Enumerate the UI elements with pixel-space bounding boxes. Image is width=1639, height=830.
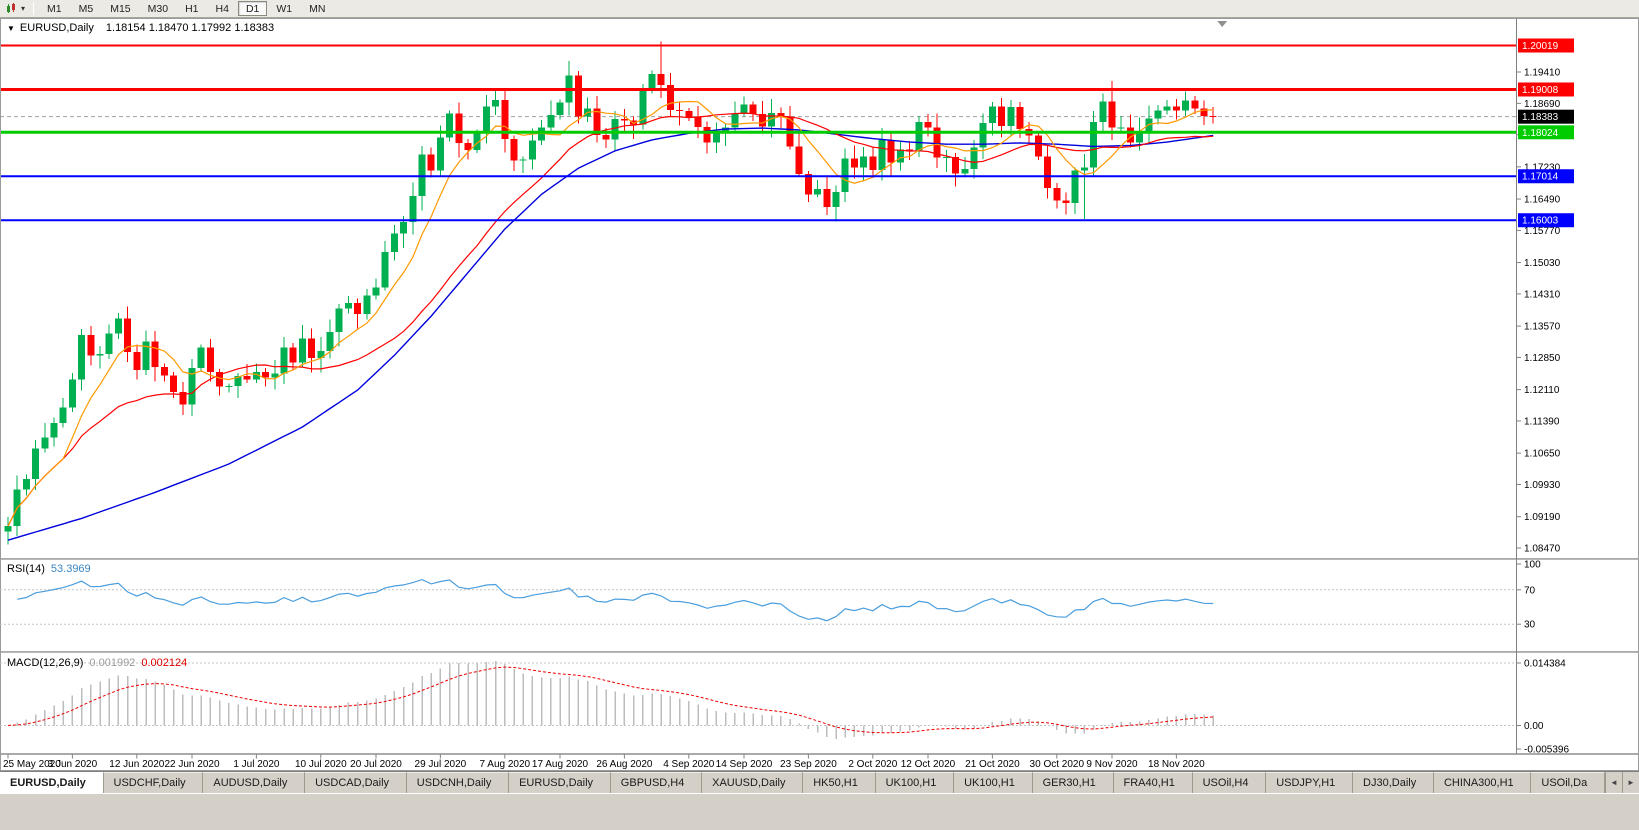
- timeframe-m15-button[interactable]: M15: [110, 3, 131, 15]
- svg-text:30: 30: [1524, 620, 1536, 631]
- tab-usdjpy-h1-14[interactable]: USDJPY,H1: [1266, 772, 1354, 793]
- svg-text:0.014384: 0.014384: [1524, 659, 1566, 670]
- ma-fast-line: [7, 100, 1214, 527]
- rsi-line: [17, 578, 1214, 622]
- svg-text:29 Jul 2020: 29 Jul 2020: [415, 759, 467, 770]
- svg-text:18 Nov 2020: 18 Nov 2020: [1148, 759, 1205, 770]
- svg-text:1.18383: 1.18383: [1522, 112, 1559, 123]
- timeframe-m30-button[interactable]: M30: [147, 3, 169, 15]
- status-bar: [0, 793, 1639, 830]
- svg-text:1.12850: 1.12850: [1524, 353, 1561, 364]
- timeframe-h4-button[interactable]: H4: [215, 3, 229, 15]
- tab-usdchf-daily-1[interactable]: USDCHF,Daily: [103, 772, 204, 793]
- tab-ger30-h1-11[interactable]: GER30,H1: [1032, 772, 1114, 793]
- tab-eurusd-daily-5[interactable]: EURUSD,Daily: [509, 772, 611, 793]
- horizontal-lines-layer[interactable]: [0, 44, 1516, 222]
- svg-text:26 Aug 2020: 26 Aug 2020: [596, 759, 653, 770]
- chart-type-button[interactable]: ▾: [3, 1, 28, 16]
- svg-text:70: 70: [1524, 585, 1536, 596]
- svg-text:1.20019: 1.20019: [1522, 41, 1559, 52]
- svg-text:1 Jul 2020: 1 Jul 2020: [233, 759, 280, 770]
- macd-panel: [0, 661, 1516, 739]
- svg-text:22 Jun 2020: 22 Jun 2020: [164, 759, 219, 770]
- price-scale[interactable]: 1.194101.186901.179701.172301.164901.157…: [1516, 38, 1574, 756]
- svg-text:2 Oct 2020: 2 Oct 2020: [848, 759, 897, 770]
- svg-text:1.08470: 1.08470: [1524, 543, 1561, 554]
- chart-tabs: EURUSD,Daily USDCHF,Daily AUDUSD,Daily USDC…: [0, 772, 1605, 793]
- timeframe-toolbar: ▾ M1 M5 M15 M30 H1 H4 D1 W1 MN: [0, 0, 1639, 18]
- svg-text:7 Aug 2020: 7 Aug 2020: [479, 759, 530, 770]
- svg-text:1.15770: 1.15770: [1524, 226, 1561, 237]
- ma-mid-line: [7, 112, 1214, 527]
- candlestick-chart-icon: [7, 3, 15, 13]
- svg-text:30 Oct 2020: 30 Oct 2020: [1030, 759, 1085, 770]
- tab-uk100-h1-9[interactable]: UK100,H1: [875, 772, 955, 793]
- tab-xauusd-daily-7[interactable]: XAUUSD,Daily: [702, 772, 804, 793]
- svg-text:1.18024: 1.18024: [1522, 128, 1559, 139]
- svg-text:23 Sep 2020: 23 Sep 2020: [780, 759, 837, 770]
- tab-uk100-h1-10[interactable]: UK100,H1: [954, 772, 1033, 793]
- svg-text:21 Oct 2020: 21 Oct 2020: [965, 759, 1020, 770]
- svg-text:1.19410: 1.19410: [1524, 68, 1561, 79]
- timeframe-mn-button[interactable]: MN: [309, 3, 326, 15]
- timeframe-h1-button[interactable]: H1: [185, 3, 199, 15]
- tab-hk50-h1-8[interactable]: HK50,H1: [803, 772, 876, 793]
- tab-usoil-da-17[interactable]: USOil,Da: [1531, 772, 1605, 793]
- svg-text:1.14310: 1.14310: [1524, 289, 1561, 300]
- svg-text:25 May 2020: 25 May 2020: [3, 759, 61, 770]
- tab-audusd-daily-2[interactable]: AUDUSD,Daily: [203, 772, 306, 793]
- timeframe-m1-button[interactable]: M1: [47, 3, 62, 15]
- svg-text:1.15030: 1.15030: [1524, 258, 1561, 269]
- svg-text:-0.005396: -0.005396: [1524, 744, 1569, 755]
- svg-text:4 Sep 2020: 4 Sep 2020: [663, 759, 715, 770]
- svg-text:1.09190: 1.09190: [1524, 512, 1561, 523]
- tab-usoil-h4-13[interactable]: USOil,H4: [1192, 772, 1267, 793]
- timeframe-buttons: M1 M5 M15 M30 H1 H4 D1 W1 MN: [39, 1, 333, 16]
- svg-text:1.10650: 1.10650: [1524, 449, 1561, 460]
- tab-fra40-h1-12[interactable]: FRA40,H1: [1113, 772, 1193, 793]
- macd-histogram: [16, 661, 1214, 739]
- svg-text:20 Jul 2020: 20 Jul 2020: [350, 759, 402, 770]
- tab-scroll-left-button[interactable]: ◄: [1605, 772, 1622, 793]
- price-chart-canvas[interactable]: 1.194101.186901.179701.172301.164901.157…: [0, 18, 1639, 771]
- svg-text:1.09930: 1.09930: [1524, 480, 1561, 491]
- svg-text:1.17014: 1.17014: [1522, 172, 1559, 183]
- svg-text:3 Jun 2020: 3 Jun 2020: [48, 759, 98, 770]
- svg-text:12 Jun 2020: 12 Jun 2020: [109, 759, 164, 770]
- svg-text:1.19008: 1.19008: [1522, 85, 1559, 96]
- timeframe-m5-button[interactable]: M5: [78, 3, 94, 15]
- svg-text:1.17230: 1.17230: [1524, 162, 1561, 173]
- svg-text:1.16003: 1.16003: [1522, 216, 1559, 227]
- rsi-panel: [0, 578, 1516, 625]
- svg-text:1.11390: 1.11390: [1524, 416, 1560, 427]
- tab-usdcad-daily-3[interactable]: USDCAD,Daily: [305, 772, 407, 793]
- toolbar-separator: [33, 2, 35, 15]
- svg-text:12 Oct 2020: 12 Oct 2020: [901, 759, 956, 770]
- macd-signal-line: [7, 666, 1214, 734]
- svg-text:10 Jul 2020: 10 Jul 2020: [295, 759, 347, 770]
- svg-text:9 Nov 2020: 9 Nov 2020: [1086, 759, 1138, 770]
- caret-down-icon: ▾: [21, 4, 26, 13]
- timeframe-d1-button[interactable]: D1: [237, 1, 268, 16]
- tab-scroll-right-button[interactable]: ►: [1622, 772, 1639, 793]
- svg-text:1.13570: 1.13570: [1524, 322, 1561, 333]
- svg-text:17 Aug 2020: 17 Aug 2020: [532, 759, 589, 770]
- tab-usdcnh-daily-4[interactable]: USDCNH,Daily: [406, 772, 510, 793]
- timeframe-w1-button[interactable]: W1: [276, 3, 293, 15]
- tab-dj30-daily-15[interactable]: DJ30,Daily: [1353, 772, 1434, 793]
- tab-china300-h1-16[interactable]: CHINA300,H1: [1433, 772, 1532, 793]
- tab-eurusd-daily-0[interactable]: EURUSD,Daily: [0, 772, 104, 793]
- svg-text:1.12110: 1.12110: [1524, 385, 1560, 396]
- svg-text:100: 100: [1524, 560, 1541, 571]
- ma-slow-line: [7, 127, 1214, 541]
- svg-text:14 Sep 2020: 14 Sep 2020: [716, 759, 773, 770]
- svg-text:1.16490: 1.16490: [1524, 195, 1561, 206]
- svg-text:0.00: 0.00: [1524, 721, 1544, 732]
- chart-tab-bar: EURUSD,Daily USDCHF,Daily AUDUSD,Daily USDC…: [0, 771, 1639, 793]
- tab-gbpusd-h4-6[interactable]: GBPUSD,H4: [610, 772, 703, 793]
- svg-text:1.18690: 1.18690: [1524, 99, 1561, 110]
- chart-shift-marker[interactable]: [1217, 21, 1228, 27]
